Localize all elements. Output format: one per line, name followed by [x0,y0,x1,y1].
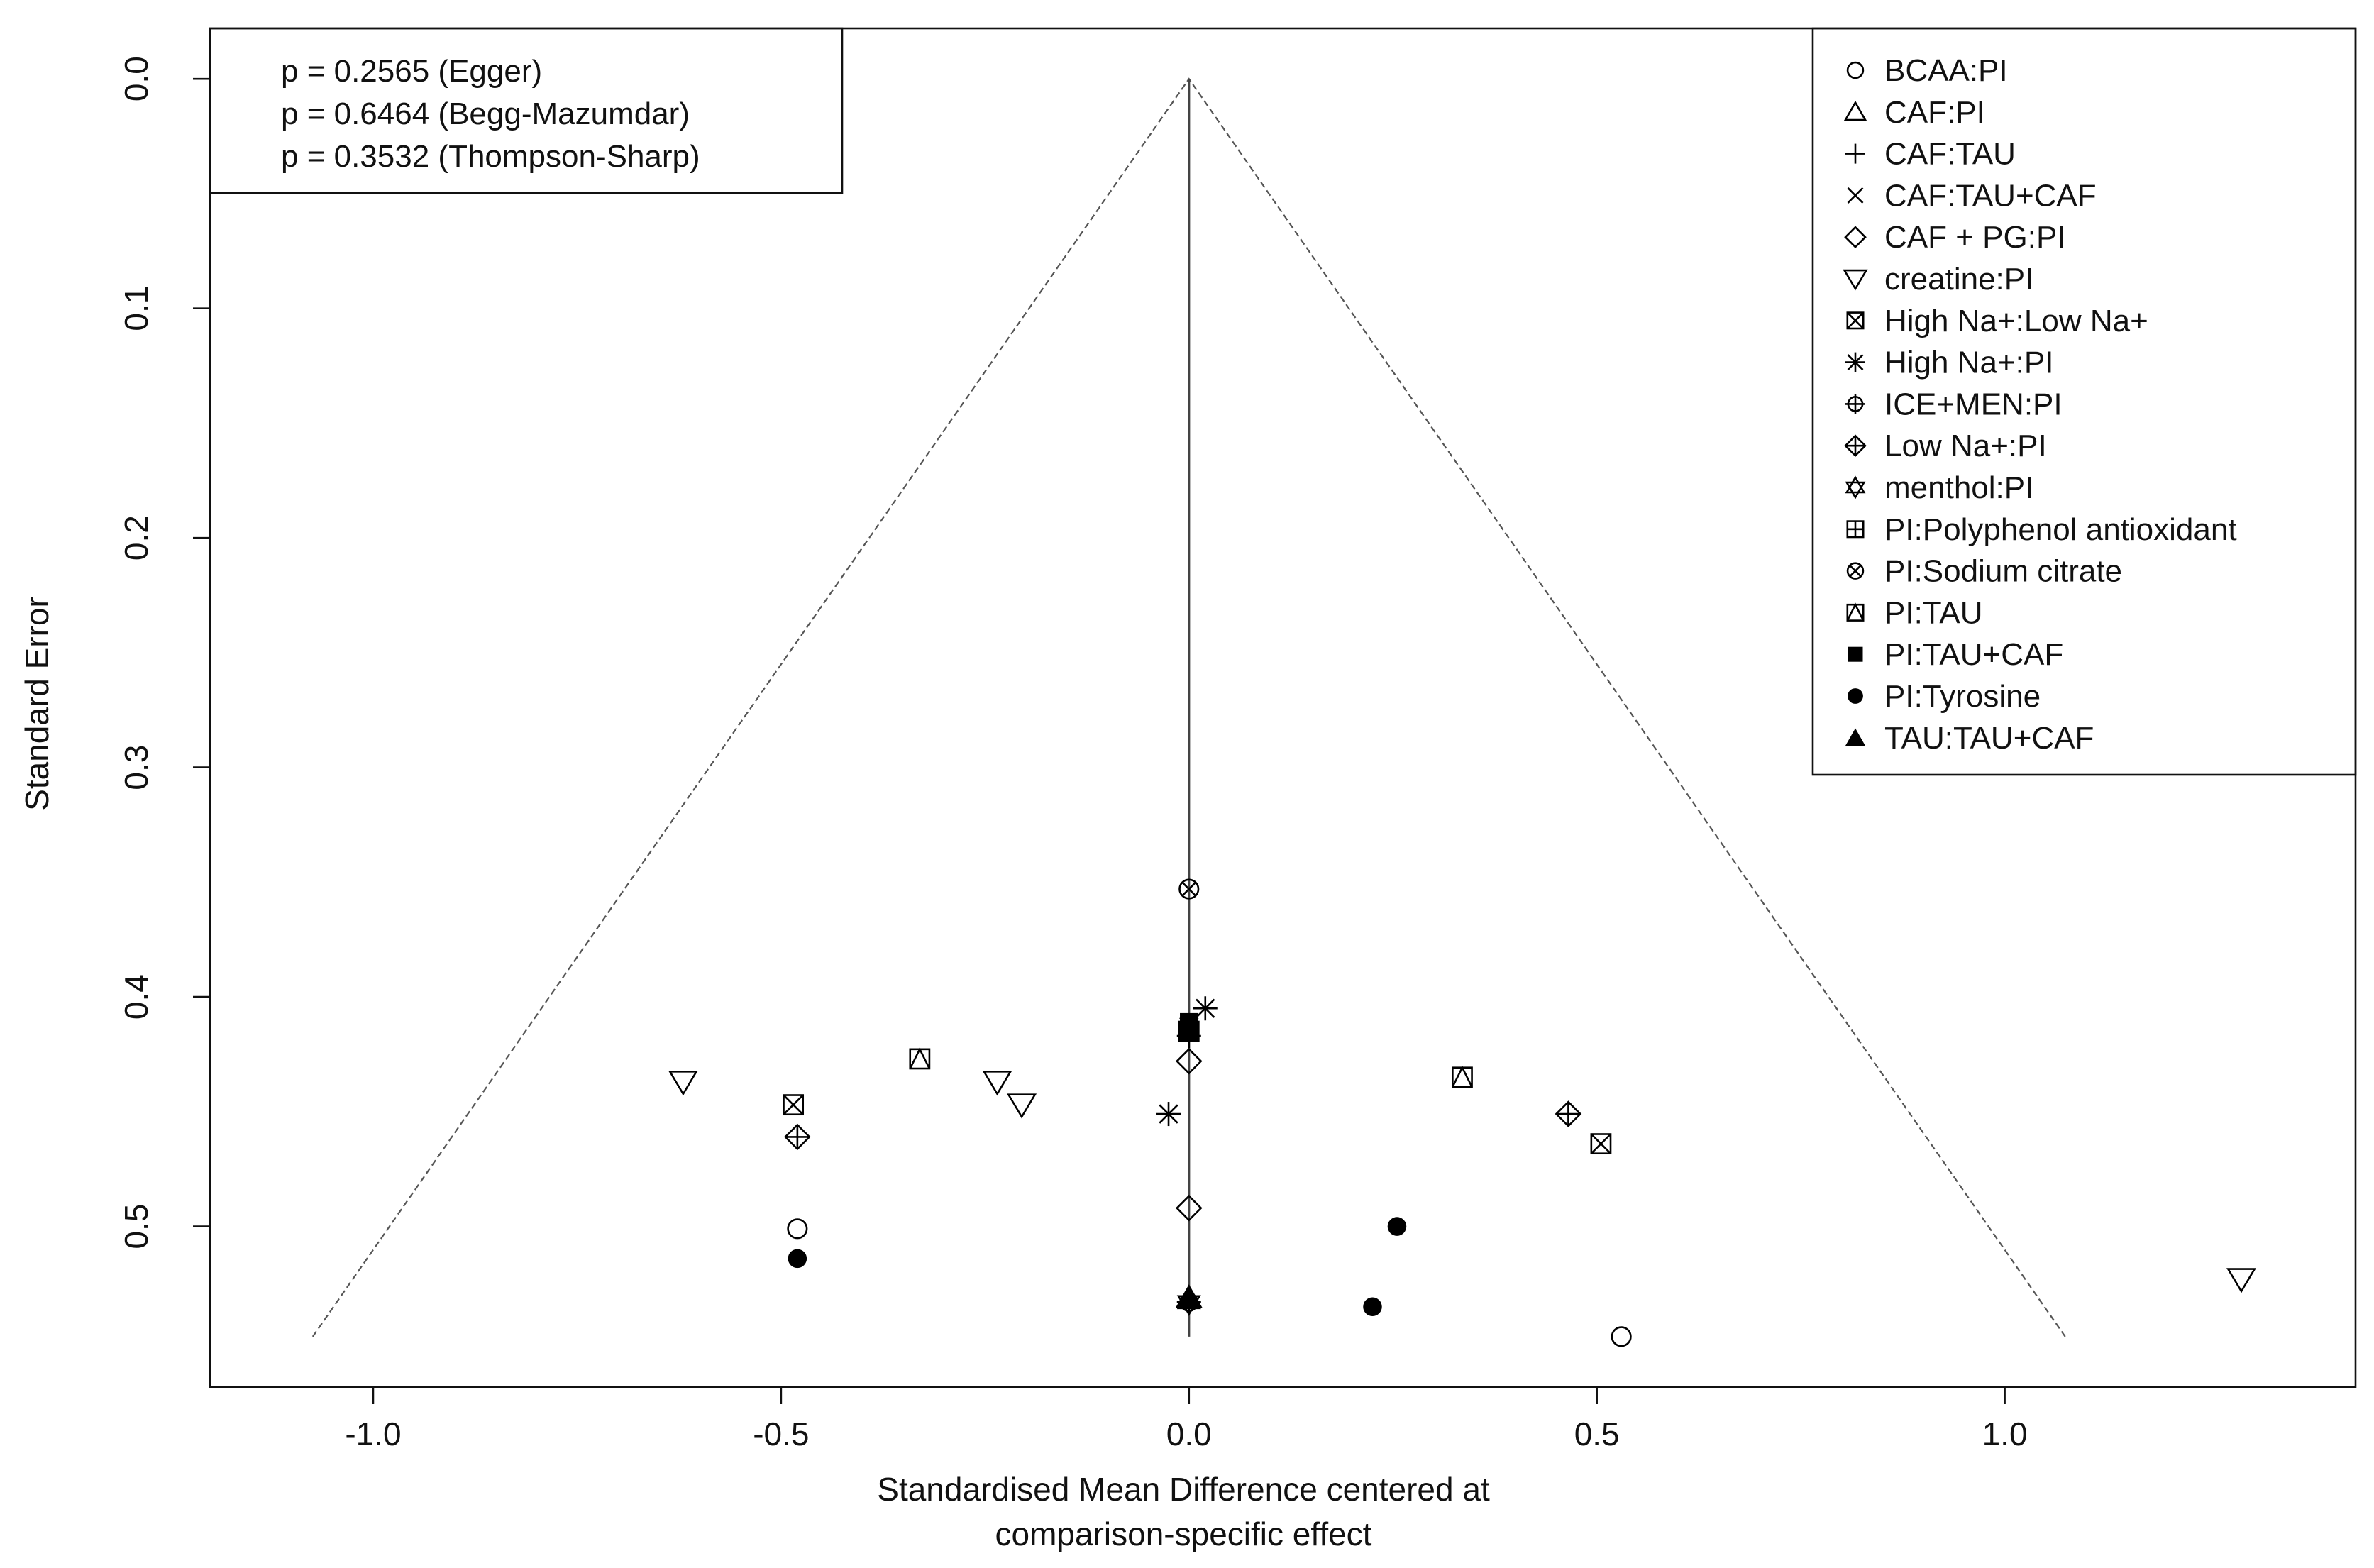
point-pi-tyrosine [1387,1217,1407,1236]
legend-item-creatine-pi: creatine:PI [1843,262,2033,297]
stats-line-egger: p = 0.2565 (Egger) [281,54,542,89]
stats-box: p = 0.2565 (Egger) p = 0.6464 (Begg-Mazu… [209,27,844,194]
point-caf-pg-pi [1175,1047,1203,1075]
x-tick-label: -1.0 [345,1415,401,1452]
legend-label: High Na+:Low Na+ [1884,304,2148,338]
point-creatine-pi [982,1071,1012,1096]
point-high-na-pi [1193,996,1218,1021]
y-tick-label: 0.2 [118,515,155,561]
legend-symbol [1843,269,1868,291]
legend-label: PI:Tyrosine [1884,679,2041,714]
legend-item-menthol-pi: menthol:PI [1845,470,2033,505]
legend-symbol [1847,187,1864,204]
legend-symbol [1848,688,1863,704]
point-low-na-pi [784,1123,811,1151]
points-layer [668,878,2257,1347]
x-axis-title-line-2: comparison-specific effect [995,1515,1372,1552]
y-tick-label: 0.4 [118,974,155,1020]
y-axis-title: Standard Error [18,597,55,811]
legend-item-low-na-pi: Low Na+:PI [1844,429,2047,463]
point-creatine-pi [2226,1268,2257,1293]
legend-item-pi-polyphenol-antioxidant: PI:Polyphenol antioxidant [1846,512,2237,547]
funnel-layer [311,77,2066,1337]
legend-label: CAF + PG:PI [1884,220,2066,255]
legend-item-caf-tau: CAF:TAU [1845,137,2016,172]
point-pi-tyrosine [788,1249,807,1269]
legend-symbol [1848,646,1863,662]
legend-item-pi-sodium-citrate: PI:Sodium citrate [1846,554,2122,589]
point-creatine-pi [668,1071,698,1096]
legend: BCAA:PI CAF:PI CAF:TAU CAF:TAU+CAF CAF + PG:… [1811,27,2357,776]
legend-item-caf-tau-caf: CAF:TAU+CAF [1847,178,2097,213]
x-tick-label: 0.0 [1166,1415,1212,1452]
stats-line-thompson-sharp: p = 0.3532 (Thompson-Sharp) [281,139,700,174]
y-tick-label: 0.5 [118,1204,155,1249]
legend-label: PI:Polyphenol antioxidant [1884,512,2237,547]
legend-item-bcaa-pi: BCAA:PI [1846,53,2008,88]
stats-line-begg-mazumdar: p = 0.6464 (Begg-Mazumdar) [281,96,690,131]
legend-symbol [1846,602,1865,622]
legend-symbol [1844,226,1867,249]
point-pi-tau-caf [1180,1022,1198,1041]
legend-item-caf-pi: CAF:PI [1843,95,1985,130]
legend-symbol [1844,434,1867,458]
legend-symbol [1845,143,1865,164]
x-tick-label: -0.5 [753,1415,809,1452]
legend-item-pi-tyrosine: PI:Tyrosine [1848,679,2041,714]
legend-symbol [1846,520,1865,539]
legend-symbol [1845,394,1865,414]
legend-item-pi-tau-caf: PI:TAU+CAF [1848,637,2063,672]
x-tick-label: 0.5 [1574,1415,1620,1452]
legend-symbol [1845,352,1865,372]
legend-item-tau-tau-caf: TAU:TAU+CAF [1845,721,2094,756]
y-tick-label: 0.1 [118,286,155,331]
legend-label: High Na+:PI [1884,346,2053,380]
point-pi-sodium-citrate [1178,878,1200,900]
legend-label: BCAA:PI [1884,53,2008,88]
point-caf-pg-pi [1175,1194,1203,1222]
legend-symbol [1845,728,1865,746]
y-tick-label: 0.3 [118,745,155,790]
legend-label: ICE+MEN:PI [1884,387,2063,421]
legend-symbol [1843,100,1867,121]
point-creatine-pi [1007,1093,1037,1119]
point-high-na-low-na [783,1094,805,1116]
point-high-na-pi [1156,1102,1181,1127]
point-high-na-low-na [1590,1133,1612,1155]
x-axis-title-line-1: Standardised Mean Difference centered at [877,1471,1490,1508]
point-low-na-pi [1555,1100,1582,1127]
legend-item-pi-tau: PI:TAU [1846,595,1983,630]
legend-symbol [1846,61,1865,79]
legend-frame [1811,27,2357,776]
legend-label: PI:Sodium citrate [1884,554,2122,589]
stats-box-frame [209,27,844,194]
legend-item-caf-pg-pi: CAF + PG:PI [1844,220,2066,255]
legend-symbol [1846,562,1865,580]
legend-item-ice-men-pi: ICE+MEN:PI [1845,387,2063,421]
legend-label: CAF:PI [1884,95,1985,130]
legend-symbol [1846,311,1865,330]
point-bcaa-pi [787,1218,808,1240]
legend-symbol [1845,475,1866,499]
point-pi-tau [909,1047,931,1070]
legend-label: Low Na+:PI [1884,429,2047,463]
legend-label: CAF:TAU+CAF [1884,178,2097,213]
point-pi-tyrosine [1363,1297,1382,1317]
point-pi-tau [1452,1065,1473,1088]
legend-item-high-na-pi: High Na+:PI [1845,346,2053,380]
legend-label: PI:TAU [1884,595,1983,630]
point-tau-tau-caf [1176,1286,1201,1308]
legend-label: TAU:TAU+CAF [1884,721,2094,756]
y-tick-label: 0.0 [118,56,155,101]
legend-label: creatine:PI [1884,262,2033,297]
legend-label: CAF:TAU [1884,137,2016,172]
legend-label: menthol:PI [1884,470,2033,505]
point-bcaa-pi [1611,1326,1632,1347]
legend-item-high-na-low-na: High Na+:Low Na+ [1846,304,2148,338]
legend-label: PI:TAU+CAF [1884,637,2063,672]
x-tick-label: 1.0 [1982,1415,2028,1452]
